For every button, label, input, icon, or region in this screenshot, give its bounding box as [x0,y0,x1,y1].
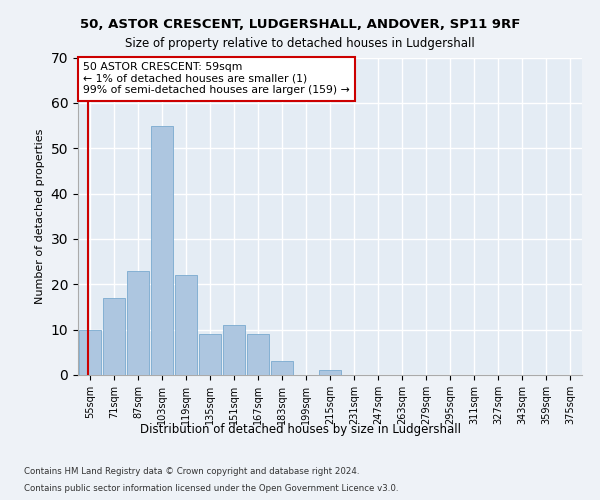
Bar [175,275,197,375]
Y-axis label: Number of detached properties: Number of detached properties [35,128,45,304]
Bar [151,126,173,375]
Bar [199,334,221,375]
Text: Contains public sector information licensed under the Open Government Licence v3: Contains public sector information licen… [24,484,398,493]
Bar [223,325,245,375]
Bar [271,362,293,375]
Text: Contains HM Land Registry data © Crown copyright and database right 2024.: Contains HM Land Registry data © Crown c… [24,468,359,476]
Text: 50 ASTOR CRESCENT: 59sqm
← 1% of detached houses are smaller (1)
99% of semi-det: 50 ASTOR CRESCENT: 59sqm ← 1% of detache… [83,62,350,96]
Text: Size of property relative to detached houses in Ludgershall: Size of property relative to detached ho… [125,38,475,51]
Bar [247,334,269,375]
Bar [103,298,125,375]
Text: 50, ASTOR CRESCENT, LUDGERSHALL, ANDOVER, SP11 9RF: 50, ASTOR CRESCENT, LUDGERSHALL, ANDOVER… [80,18,520,30]
Text: Distribution of detached houses by size in Ludgershall: Distribution of detached houses by size … [139,422,461,436]
Bar [127,270,149,375]
Bar [79,330,101,375]
Bar [319,370,341,375]
